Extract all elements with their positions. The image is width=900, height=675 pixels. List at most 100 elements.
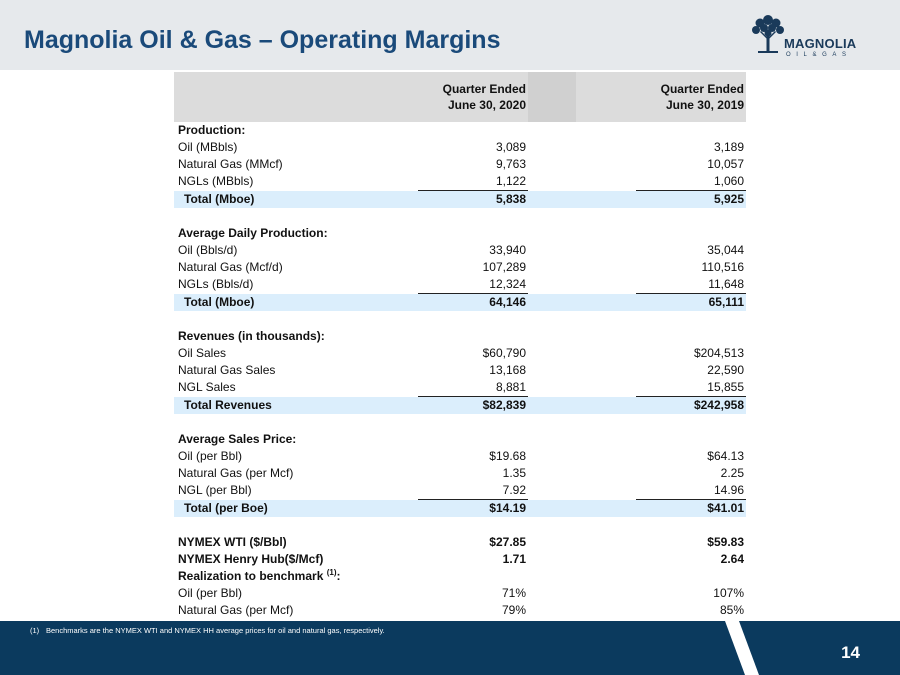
table-body: Production: Oil (MBbls) 3,089 3,189 Natural … [174, 122, 746, 619]
cell-spacer [528, 139, 576, 156]
value-2020 [418, 568, 528, 585]
cell-spacer [576, 414, 636, 431]
row-label: Production: [174, 122, 418, 139]
row-label-text: NYMEX WTI ($/Bbl) [178, 535, 287, 549]
row-label-text: Oil (per Bbl) [178, 449, 243, 463]
cell-spacer [576, 139, 636, 156]
cell-spacer [576, 379, 636, 397]
row-label: Total Revenues [174, 396, 418, 414]
row-label-text: Total (per Boe) [184, 500, 268, 515]
cell-spacer [576, 482, 636, 500]
row-label: Average Daily Production: [174, 225, 418, 242]
value-2020: 5,838 [418, 190, 528, 208]
cell-spacer [528, 276, 576, 294]
cell-spacer [528, 534, 576, 551]
row-label-text: NGLs (Bbls/d) [178, 277, 254, 292]
value-2020: 1.35 [502, 466, 526, 480]
cell-spacer [528, 328, 576, 345]
value-2019 [636, 225, 746, 242]
value-2020 [418, 311, 528, 328]
value-2020: 33,940 [489, 243, 526, 257]
magnolia-tree-icon [752, 15, 784, 53]
cell-spacer [576, 499, 636, 517]
row-label-text: Total Revenues [184, 397, 272, 412]
value-2019: $204,513 [693, 346, 744, 360]
value-2020 [418, 328, 528, 345]
cell-spacer [576, 311, 636, 328]
row-label: Total (Mboe) [174, 190, 418, 208]
row-label: Natural Gas (per Mcf) [174, 465, 418, 482]
cell-spacer [576, 585, 636, 602]
cell-spacer [576, 396, 636, 414]
row-label-text: Natural Gas (MMcf) [178, 157, 283, 171]
cell-spacer [528, 568, 576, 585]
value-2020: $60,790 [482, 346, 526, 360]
cell-spacer [528, 414, 576, 431]
cell-spacer [528, 551, 576, 568]
cell-spacer [528, 517, 576, 534]
total-row: Total (Mboe) 64,146 65,111 [174, 293, 746, 311]
value-2019: 2.64 [720, 552, 744, 566]
value-2019 [636, 568, 746, 585]
row-label [174, 208, 418, 225]
row-label-text: Revenues (in thousands): [178, 329, 325, 343]
cell-spacer [528, 293, 576, 311]
cell-spacer [576, 431, 636, 448]
cell-spacer [576, 362, 636, 379]
table-row: Natural Gas Sales 13,168 22,590 [174, 362, 746, 379]
value-2019 [636, 328, 746, 345]
cell-spacer [576, 225, 636, 242]
header-blank [174, 72, 418, 122]
row-label-text: NGL Sales [178, 380, 236, 395]
table-row: Natural Gas (per Mcf) 1.35 2.25 [174, 465, 746, 482]
row-label-text: Oil (Bbls/d) [178, 243, 238, 257]
row-label: Natural Gas (MMcf) [174, 156, 418, 173]
table-row: Oil (per Bbl) 71% 107% [174, 585, 746, 602]
row-label-text: NYMEX Henry Hub($/Mcf) [178, 552, 324, 566]
row-label: Natural Gas (Mcf/d) [174, 259, 418, 276]
cell-spacer [576, 602, 636, 619]
value-2020: 107,289 [482, 260, 526, 274]
row-label: NYMEX Henry Hub($/Mcf) [174, 551, 418, 568]
row-label: Oil (per Bbl) [174, 448, 418, 465]
slide-header: Magnolia Oil & Gas – Operating Margins M… [0, 0, 900, 70]
value-2020: 8,881 [418, 379, 528, 397]
blank-row [174, 311, 746, 328]
column-header-2020: Quarter Ended June 30, 2020 [418, 72, 528, 122]
value-2019: 1,060 [636, 173, 746, 191]
slide-title: Magnolia Oil & Gas – Operating Margins [24, 26, 501, 54]
value-2019: $41.01 [636, 499, 746, 517]
table-header-row: Quarter Ended June 30, 2020 Quarter Ende… [174, 72, 746, 122]
row-label-text: Oil (MBbls) [178, 140, 238, 154]
value-2020: 13,168 [489, 363, 526, 377]
value-2020 [418, 431, 528, 448]
cell-spacer [576, 208, 636, 225]
table-row: Natural Gas (Mcf/d) 107,289 110,516 [174, 259, 746, 276]
row-label [174, 517, 418, 534]
row-label-text: NGLs (MBbls) [178, 174, 254, 189]
cell-spacer [528, 311, 576, 328]
header-spacer-2 [576, 72, 636, 122]
row-label: Revenues (in thousands): [174, 328, 418, 345]
table-row: Natural Gas (per Mcf) 79% 85% [174, 602, 746, 619]
table-row: NGL Sales 8,881 15,855 [174, 379, 746, 397]
page-number: 14 [841, 643, 860, 662]
row-label: NYMEX WTI ($/Bbl) [174, 534, 418, 551]
footnote-text: Benchmarks are the NYMEX WTI and NYMEX H… [46, 626, 385, 635]
value-2019: 85% [719, 603, 744, 617]
cell-spacer [576, 534, 636, 551]
cell-spacer [576, 448, 636, 465]
total-row: Total (Mboe) 5,838 5,925 [174, 190, 746, 208]
value-2019: 5,925 [636, 190, 746, 208]
row-label: Oil (per Bbl) [174, 585, 418, 602]
row-label: NGLs (Bbls/d) [174, 276, 418, 294]
value-2020: 64,146 [418, 293, 528, 311]
table-row: Natural Gas (MMcf) 9,763 10,057 [174, 156, 746, 173]
row-label-text: Average Sales Price: [178, 432, 297, 446]
magnolia-logo: MAGNOLIA OIL&GAS [748, 12, 870, 62]
cell-spacer [528, 499, 576, 517]
table-row: NYMEX Henry Hub($/Mcf) 1.71 2.64 [174, 551, 746, 568]
row-label-text: Natural Gas (Mcf/d) [178, 260, 283, 274]
value-2019: 65,111 [636, 293, 746, 311]
row-label-suffix: : [336, 569, 341, 583]
